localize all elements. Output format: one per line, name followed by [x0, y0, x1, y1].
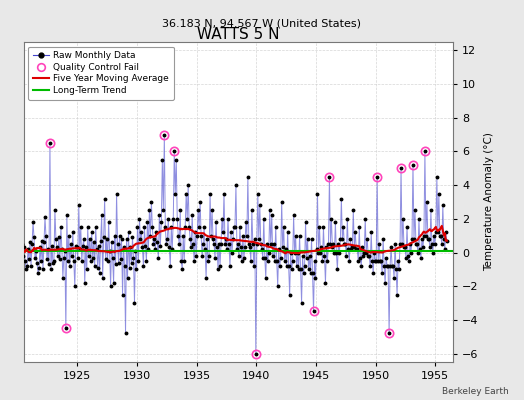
Y-axis label: Temperature Anomaly (°C): Temperature Anomaly (°C): [484, 132, 494, 272]
Text: 36.183 N, 94.567 W (United States): 36.183 N, 94.567 W (United States): [162, 18, 362, 28]
Legend: Raw Monthly Data, Quality Control Fail, Five Year Moving Average, Long-Term Tren: Raw Monthly Data, Quality Control Fail, …: [28, 46, 173, 100]
Title: WATTS 5 N: WATTS 5 N: [197, 27, 280, 42]
Text: Berkeley Earth: Berkeley Earth: [442, 387, 508, 396]
